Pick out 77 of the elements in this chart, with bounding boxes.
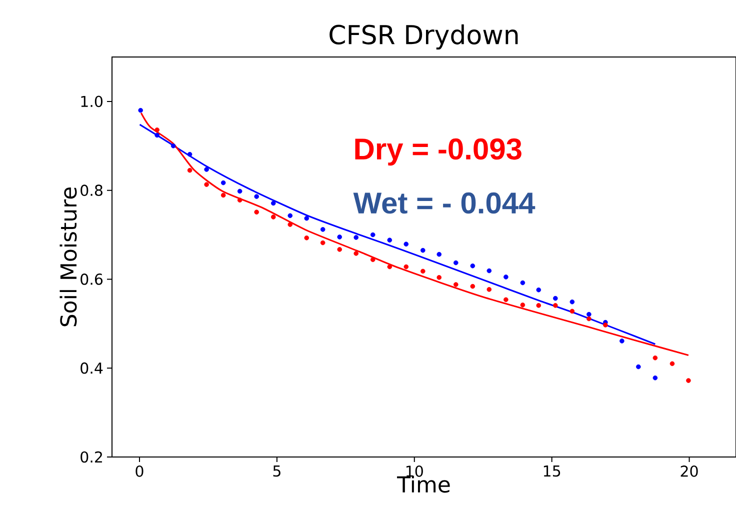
- point: [304, 235, 310, 240]
- point: [337, 247, 342, 252]
- point: [670, 361, 675, 366]
- point: [304, 216, 310, 221]
- annotation: Dry = -0.093: [355, 138, 522, 166]
- point: [387, 264, 392, 270]
- point: [453, 282, 458, 287]
- y-tick-label: 0.2: [80, 451, 102, 463]
- point: [536, 303, 542, 308]
- point: [154, 132, 160, 138]
- y-tick-label: 1.0: [81, 96, 102, 108]
- point: [652, 375, 658, 380]
- point: [204, 167, 209, 172]
- point: [520, 302, 526, 308]
- point: [504, 274, 508, 280]
- point: [620, 338, 624, 344]
- point: [320, 227, 326, 232]
- point: [453, 260, 458, 266]
- point: [553, 303, 558, 308]
- point: [204, 182, 209, 187]
- point: [652, 355, 658, 360]
- point: [436, 275, 442, 280]
- point: [354, 235, 359, 240]
- point: [586, 316, 592, 322]
- y-tick-label: 0.4: [80, 362, 103, 374]
- point: [170, 143, 176, 148]
- x-tick-label: 10: [406, 466, 423, 477]
- point: [404, 242, 409, 247]
- point: [154, 127, 160, 132]
- point: [520, 280, 526, 286]
- point: [270, 200, 276, 206]
- x-axis-title: Time: [397, 476, 450, 493]
- point: [370, 257, 376, 262]
- point: [420, 268, 426, 274]
- point: [570, 299, 575, 304]
- point: [270, 214, 276, 220]
- point: [686, 378, 691, 383]
- point: [220, 192, 226, 198]
- point: [586, 312, 592, 317]
- point: [486, 268, 492, 274]
- point: [603, 322, 608, 328]
- y-tick-label: 0.6: [80, 274, 103, 285]
- point: [254, 194, 259, 199]
- point: [370, 232, 376, 238]
- line-series: [138, 124, 656, 345]
- point: [387, 238, 392, 243]
- point: [636, 364, 641, 370]
- point: [420, 248, 426, 253]
- point: [187, 168, 192, 173]
- y-axis-title: Soil Moisture: [60, 187, 77, 326]
- x-tick-label: 5: [273, 466, 280, 477]
- point: [354, 251, 359, 256]
- annotation: Wet = - 0.044: [353, 192, 536, 214]
- x-tick-label: 0: [136, 466, 144, 477]
- point: [138, 108, 143, 113]
- point: [288, 222, 293, 227]
- point: [237, 198, 242, 203]
- point: [254, 210, 259, 215]
- point: [436, 252, 442, 257]
- point: [504, 297, 508, 302]
- point: [404, 264, 409, 270]
- point: [553, 296, 558, 301]
- point: [486, 287, 492, 292]
- x-tick-label: 15: [544, 466, 560, 477]
- point: [536, 287, 542, 292]
- point: [470, 263, 476, 268]
- point: [337, 234, 342, 240]
- point: [220, 180, 226, 186]
- point: [470, 284, 476, 289]
- x-tick-label: 20: [680, 466, 698, 477]
- chart-title: CFSR Drydown: [330, 24, 518, 50]
- point: [237, 188, 242, 194]
- point: [288, 213, 293, 218]
- y-tick-label: 0.8: [80, 184, 102, 196]
- point: [570, 308, 575, 314]
- point: [320, 240, 326, 246]
- point: [187, 152, 192, 157]
